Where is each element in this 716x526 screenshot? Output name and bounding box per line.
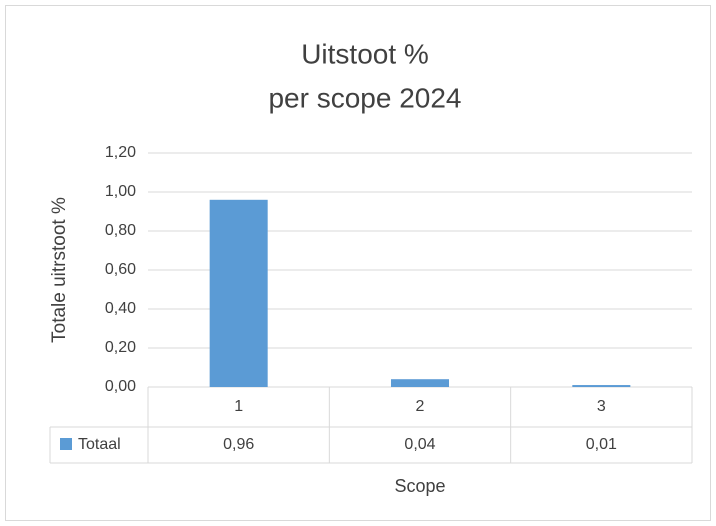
y-tick-label: 0,20	[105, 339, 136, 356]
bar	[209, 199, 268, 387]
x-tick-label: 3	[597, 398, 606, 415]
y-tick-label: 1,20	[105, 144, 136, 161]
chart-frame	[5, 5, 711, 521]
data-table-value: 0,96	[223, 436, 254, 453]
y-tick-label: 0,00	[105, 378, 136, 395]
bar	[572, 385, 631, 387]
legend-swatch	[60, 438, 72, 450]
x-tick-label: 1	[234, 398, 243, 415]
chart-title: per scope 2024	[268, 82, 461, 113]
bar	[390, 379, 450, 387]
legend-label: Totaal	[78, 436, 121, 453]
x-tick-label: 2	[416, 398, 425, 415]
chart-title: Uitstoot %	[301, 38, 429, 69]
data-table-value: 0,04	[404, 436, 435, 453]
y-tick-label: 1,00	[105, 183, 136, 200]
x-axis-label: Scope	[394, 476, 445, 496]
y-tick-label: 0,80	[105, 222, 136, 239]
data-table-value: 0,01	[586, 436, 617, 453]
y-tick-label: 0,40	[105, 300, 136, 317]
y-axis-label: Totale uitrstoot %	[49, 197, 70, 343]
y-tick-label: 0,60	[105, 261, 136, 278]
